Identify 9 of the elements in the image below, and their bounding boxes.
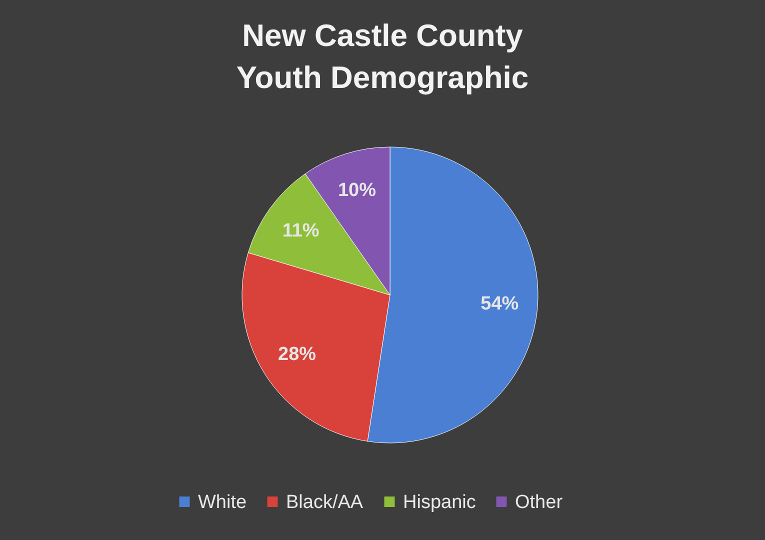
data-label: 11% [282, 220, 320, 242]
chart-title: New Castle County Youth Demographic [236, 18, 529, 95]
legend-label: Hispanic [403, 492, 476, 513]
data-label: 28% [278, 344, 316, 365]
legend-label: Black/AA [286, 492, 364, 513]
legend-label: White [198, 492, 247, 513]
data-label: 10% [338, 180, 376, 202]
legend-label: Other [515, 492, 564, 513]
data-label: 54% [480, 293, 519, 314]
